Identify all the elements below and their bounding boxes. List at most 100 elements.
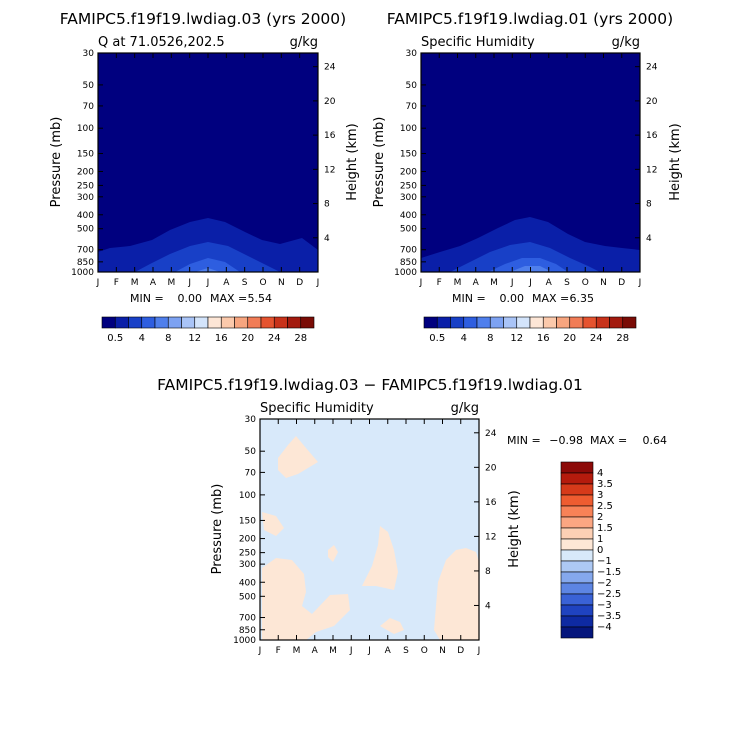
p3-xtick-label: J [258,646,262,656]
title-left-panel: FAMIPC5.f19f19.lwdiag.03 (yrs 2000) [60,10,346,28]
p3-colorbar-label: 3 [597,490,603,501]
p1-ytick-label: 1000 [71,268,94,278]
p2-colorbar-swatch [529,316,544,329]
p1-xtick-label: F [114,278,119,288]
p3-colorbar-swatch [560,516,594,529]
p2-y2tick-label: 24 [646,63,658,73]
panel2-contour-band-3 [488,258,568,272]
panel1-max-value: 5.54 [248,292,273,305]
panel2-subtitle: Specific Humidity [421,35,535,50]
p3-xtick-label: J [477,646,481,656]
p2-colorbar-swatch [595,316,610,329]
p3-colorbar-label: −3.5 [597,611,621,622]
p1-colorbar-swatch [220,316,235,329]
title-difference-panel: FAMIPC5.f19f19.lwdiag.03 − FAMIPC5.f19f1… [157,376,583,394]
p3-colorbar-label: −3 [597,600,612,611]
p2-ytick-label: 1000 [394,268,417,278]
p1-xtick-label: D [296,278,303,288]
panel2-units: g/kg [612,35,640,50]
p1-xtick-label: M [167,278,175,288]
p1-colorbar-label: 8 [165,333,171,344]
p2-xtick-label: O [582,278,589,288]
p1-y2tick-label: 8 [324,200,330,210]
p3-colorbar-swatch [560,538,594,551]
p2-colorbar-label: 24 [590,333,603,344]
p1-colorbar-swatch [181,316,196,329]
p2-y2tick-label: 8 [646,200,652,210]
p1-ytick-label: 100 [77,124,94,134]
p2-ytick-label: 200 [400,167,417,177]
p3-xtick-label: A [385,646,392,656]
p3-ytick-label: 30 [245,415,257,425]
panel1-contour-band-3 [175,258,240,272]
p3-ytick-label: 70 [245,468,257,478]
p1-ytick-label: 500 [77,225,94,235]
panel3-max-label: MAX = [590,434,627,447]
p1-colorbar-label: 24 [268,333,281,344]
p3-colorbar-swatch [560,527,594,540]
panel3-positive-region-4 [328,545,338,562]
p2-colorbar-swatch [542,316,557,329]
p2-colorbar-swatch [609,316,624,329]
p3-y2tick-label: 16 [485,498,497,508]
p3-colorbar-swatch [560,494,594,507]
p2-colorbar-swatch [436,316,451,329]
p2-xtick-label: D [618,278,625,288]
p3-y2tick-label: 20 [485,463,497,473]
p2-ytick-label: 700 [400,246,417,256]
p2-ytick-label: 50 [406,81,418,91]
p2-colorbar-label: 4 [461,333,467,344]
p3-ytick-label: 50 [245,447,257,457]
p2-xtick-label: F [437,278,442,288]
panel1-min-value: 0.00 [178,292,203,305]
p2-colorbar-swatch [582,316,597,329]
p1-colorbar-swatch [128,316,143,329]
p1-colorbar-swatch [101,316,116,329]
p2-ytick-label: 500 [400,225,417,235]
p2-xtick-label: J [419,278,423,288]
p2-xtick-label: A [473,278,480,288]
p1-colorbar-swatch [273,316,288,329]
panel3-positive-region-7 [434,548,479,640]
p1-xtick-label: S [242,278,248,288]
p1-y2tick-label: 20 [324,97,336,107]
p3-colorbar-label: −2 [597,578,612,589]
panel3-positive-region-1 [278,436,318,478]
panel3-min-value: −0.98 [549,434,583,447]
p3-ytick-label: 850 [239,626,256,636]
p1-y2tick-label: 16 [324,131,336,141]
p3-y2tick-label: 8 [485,567,491,577]
p2-xtick-label: M [490,278,498,288]
p1-ytick-label: 850 [77,258,94,268]
p1-ytick-label: 700 [77,246,94,256]
panel1-y2-ticks: 24 20 16 12 8 4 [313,63,336,244]
p1-ytick-label: 300 [77,193,94,203]
panel3-units: g/kg [451,401,479,416]
panel3-colorbar: 43.532.521.510−1−1.5−2−2.5−3−3.5−4 [560,461,621,639]
p1-ytick-label: 250 [77,181,94,191]
p2-xtick-label: A [546,278,553,288]
panel2-y2-axis-label: Height (km) [668,123,683,200]
p2-colorbar-swatch [569,316,584,329]
p3-colorbar-label: 1 [597,534,603,545]
p2-ytick-label: 300 [400,193,417,203]
p1-xtick-label: N [278,278,285,288]
p2-xtick-label: J [638,278,642,288]
panel2-min-value: 0.00 [500,292,525,305]
p2-y2tick-label: 12 [646,165,657,175]
p3-ytick-label: 500 [239,592,256,602]
p3-xtick-label: A [312,646,319,656]
p2-colorbar-label: 20 [563,333,576,344]
p1-ytick-label: 70 [83,102,95,112]
p3-y2tick-label: 4 [485,601,491,611]
panel2-y2-ticks: 24 20 16 12 8 4 [635,63,658,244]
p2-colorbar-swatch [463,316,478,329]
p2-colorbar-swatch [503,316,518,329]
p2-xtick-label: N [600,278,607,288]
title-right-panel: FAMIPC5.f19f19.lwdiag.01 (yrs 2000) [387,10,673,28]
